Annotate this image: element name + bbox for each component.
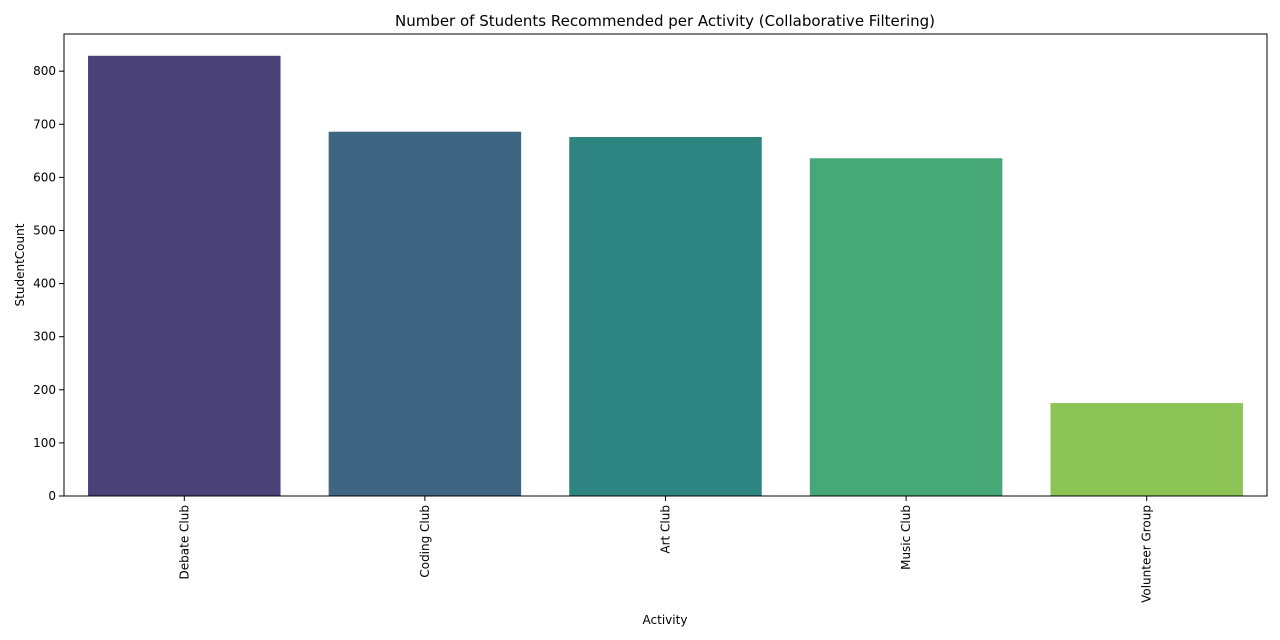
x-tick-label: Coding Club xyxy=(418,505,432,578)
x-axis-ticks: Debate Club Coding Club Art Club Music Club… xyxy=(177,496,1154,603)
y-tick-label: 0 xyxy=(48,489,56,503)
y-tick-label: 700 xyxy=(33,117,56,131)
y-tick-label: 400 xyxy=(33,277,56,291)
chart-title: Number of Students Recommended per Activ… xyxy=(395,12,935,30)
y-tick-label: 600 xyxy=(33,170,56,184)
y-tick-label: 200 xyxy=(33,383,56,397)
bar-coding-club xyxy=(328,131,522,497)
bar-volunteer-group xyxy=(1050,403,1243,496)
x-axis-label: Activity xyxy=(643,613,688,627)
y-tick-label: 800 xyxy=(33,64,56,78)
y-axis-label: StudentCount xyxy=(13,223,27,306)
y-tick-label: 300 xyxy=(33,330,56,344)
y-axis-ticks: 0 100 200 300 400 500 600 700 800 xyxy=(33,64,64,503)
y-tick-label: 100 xyxy=(33,436,56,450)
x-tick-label: Volunteer Group xyxy=(1140,505,1154,603)
x-tick-label: Art Club xyxy=(659,505,673,554)
plot-frame xyxy=(63,33,1268,497)
x-tick-label: Debate Club xyxy=(177,505,191,579)
bars-group xyxy=(88,55,1243,497)
bar-art-club xyxy=(569,137,762,496)
x-tick-label: Music Club xyxy=(899,505,913,570)
bar-debate-club xyxy=(88,55,281,497)
bar-music-club xyxy=(809,158,1003,496)
y-tick-label: 500 xyxy=(33,223,56,237)
